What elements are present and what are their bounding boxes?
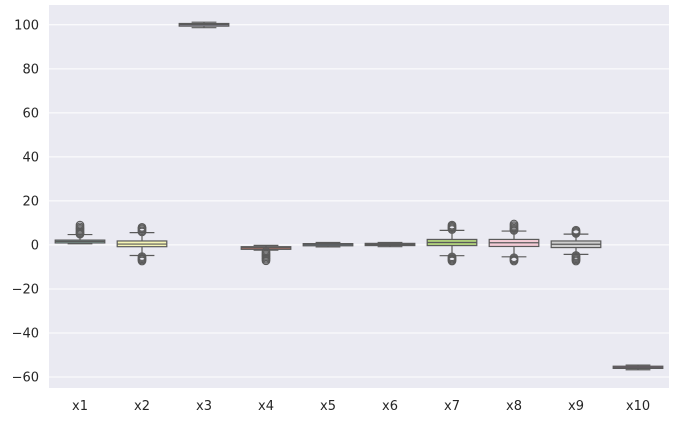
y-tick-label: 20 <box>22 194 39 209</box>
outlier-point <box>137 256 147 266</box>
box-x3 <box>178 21 230 29</box>
x-tick-label: x7 <box>444 399 460 414</box>
y-axis-tick-labels: 100 80 60 40 20 0 −20 −40 −60 <box>12 18 39 385</box>
box-x7 <box>426 220 478 266</box>
y-tick-label: 40 <box>22 150 39 165</box>
box-x2 <box>116 222 168 266</box>
outlier-point <box>261 256 271 266</box>
box-x10 <box>612 364 664 371</box>
outlier-point <box>137 222 147 232</box>
outlier-point <box>571 256 581 266</box>
y-tick-label: 80 <box>22 62 39 77</box>
outlier-point <box>75 220 85 230</box>
box-x5 <box>302 241 354 248</box>
x-tick-label: x9 <box>568 399 584 414</box>
x-axis-tick-labels: x1 x2 x3 x4 x5 x6 x7 x8 x9 x10 <box>72 399 650 414</box>
y-tick-label: −20 <box>12 282 39 297</box>
x-tick-label: x8 <box>506 399 522 414</box>
box-x9 <box>550 225 602 266</box>
x-tick-label: x4 <box>258 399 274 414</box>
plot-background <box>49 5 669 388</box>
x-tick-label: x3 <box>196 399 212 414</box>
x-tick-label: x5 <box>320 399 336 414</box>
outlier-point <box>509 219 519 229</box>
x-tick-label: x2 <box>134 399 150 414</box>
x-tick-label: x6 <box>382 399 398 414</box>
y-tick-label: −60 <box>12 370 39 385</box>
box-x8 <box>488 219 540 266</box>
box-x1 <box>54 220 106 245</box>
box-x4 <box>240 244 292 266</box>
y-tick-label: 0 <box>31 238 39 253</box>
y-tick-label: 60 <box>22 106 39 121</box>
y-tick-label: −40 <box>12 326 39 341</box>
box-series <box>54 21 664 371</box>
outlier-point <box>447 256 457 266</box>
x-tick-label: x10 <box>626 399 650 414</box>
x-tick-label: x1 <box>72 399 88 414</box>
outlier-point <box>571 225 581 235</box>
outlier-point <box>509 256 519 266</box>
box-x6 <box>364 241 416 248</box>
outlier-point <box>447 220 457 230</box>
y-tick-label: 100 <box>14 18 39 33</box>
